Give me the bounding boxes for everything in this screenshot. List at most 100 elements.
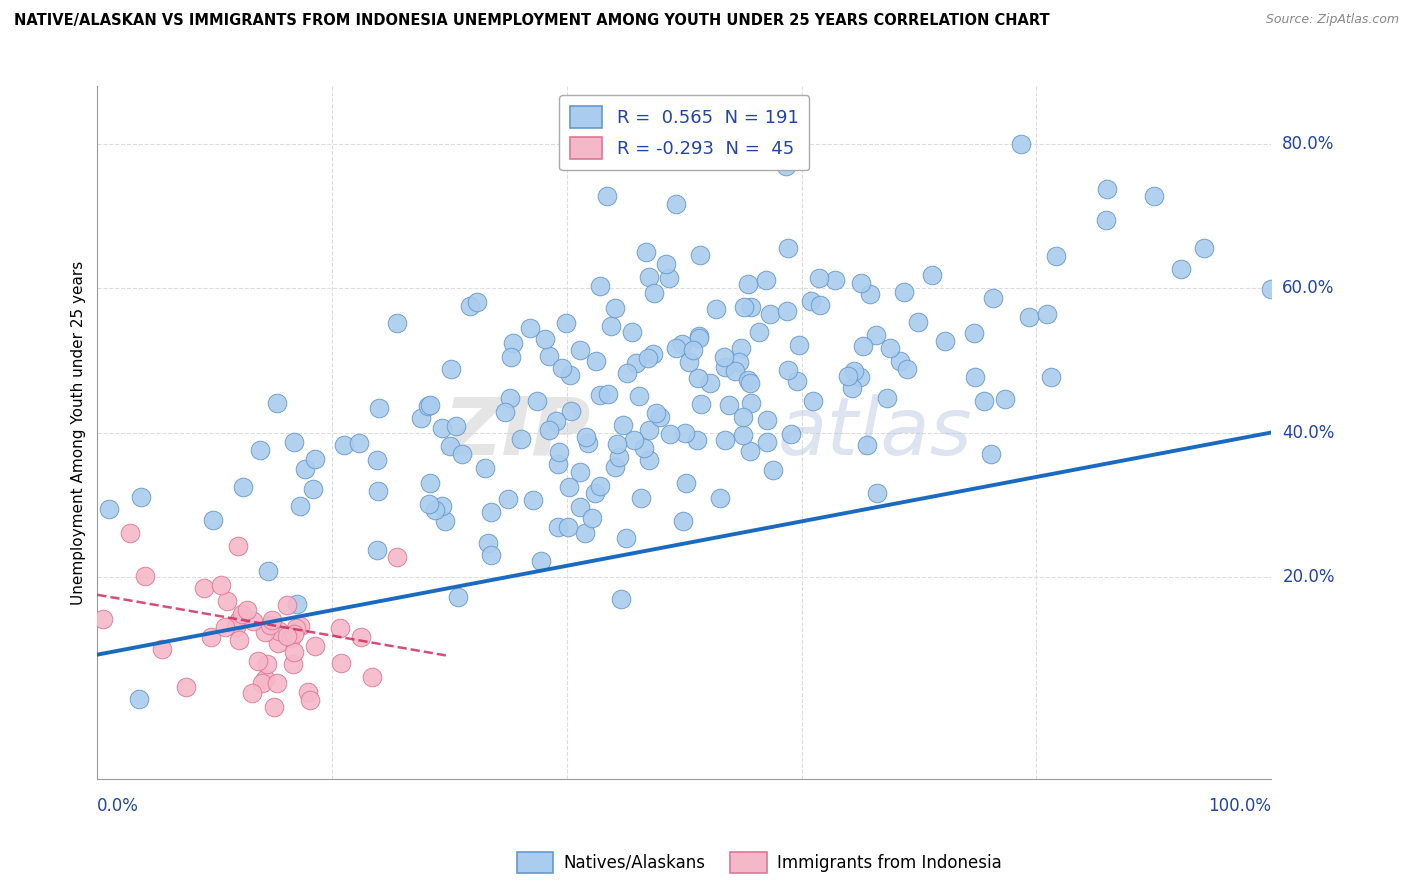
- Point: [134, 569, 156, 583]
- Point: [612, 417, 634, 432]
- Point: [430, 499, 453, 513]
- Point: [276, 629, 298, 643]
- Text: 0.0%: 0.0%: [97, 797, 139, 814]
- Point: [865, 486, 887, 500]
- Point: [748, 325, 770, 339]
- Text: ZIP: ZIP: [443, 393, 591, 472]
- Point: [267, 624, 290, 639]
- Point: [776, 362, 799, 376]
- Point: [852, 339, 875, 353]
- Point: [477, 535, 499, 549]
- Point: [479, 505, 502, 519]
- Legend: R =  0.565  N = 191, R = -0.293  N =  45: R = 0.565 N = 191, R = -0.293 N = 45: [560, 95, 810, 170]
- Point: [560, 404, 582, 418]
- Point: [981, 291, 1004, 305]
- Point: [232, 480, 254, 494]
- Point: [688, 329, 710, 343]
- Point: [589, 279, 612, 293]
- Point: [215, 593, 238, 607]
- Point: [249, 442, 271, 457]
- Point: [723, 364, 745, 378]
- Point: [297, 685, 319, 699]
- Point: [98, 501, 121, 516]
- Point: [1170, 262, 1192, 277]
- Point: [688, 331, 710, 345]
- Point: [174, 680, 197, 694]
- Point: [231, 607, 253, 621]
- Point: [256, 657, 278, 672]
- Point: [263, 699, 285, 714]
- Point: [824, 272, 846, 286]
- Point: [616, 366, 638, 380]
- Point: [349, 630, 371, 644]
- Point: [260, 613, 283, 627]
- Point: [494, 405, 516, 419]
- Point: [283, 645, 305, 659]
- Point: [876, 391, 898, 405]
- Point: [756, 413, 779, 427]
- Point: [285, 597, 308, 611]
- Point: [496, 492, 519, 507]
- Point: [709, 491, 731, 506]
- Point: [1095, 182, 1118, 196]
- Point: [451, 447, 474, 461]
- Point: [440, 361, 463, 376]
- Point: [225, 620, 247, 634]
- Point: [416, 399, 439, 413]
- Point: [776, 304, 799, 318]
- Point: [254, 625, 277, 640]
- Point: [659, 426, 682, 441]
- Point: [787, 338, 810, 352]
- Point: [896, 362, 918, 376]
- Point: [569, 343, 592, 358]
- Point: [288, 619, 311, 633]
- Point: [283, 434, 305, 449]
- Legend: Natives/Alaskans, Immigrants from Indonesia: Natives/Alaskans, Immigrants from Indone…: [510, 846, 1008, 880]
- Point: [807, 270, 830, 285]
- Point: [252, 676, 274, 690]
- Point: [689, 248, 711, 262]
- Point: [547, 520, 569, 534]
- Point: [993, 392, 1015, 406]
- Point: [266, 675, 288, 690]
- Point: [578, 436, 600, 450]
- Point: [537, 424, 560, 438]
- Point: [645, 406, 668, 420]
- Point: [673, 425, 696, 440]
- Point: [675, 475, 697, 490]
- Point: [973, 393, 995, 408]
- Point: [519, 321, 541, 335]
- Point: [259, 617, 281, 632]
- Point: [202, 513, 225, 527]
- Point: [606, 436, 628, 450]
- Point: [128, 692, 150, 706]
- Point: [302, 482, 325, 496]
- Point: [600, 319, 623, 334]
- Point: [283, 627, 305, 641]
- Point: [366, 453, 388, 467]
- Point: [1045, 249, 1067, 263]
- Point: [1260, 282, 1282, 296]
- Point: [730, 341, 752, 355]
- Point: [849, 370, 872, 384]
- Point: [439, 439, 461, 453]
- Point: [1018, 310, 1040, 325]
- Point: [236, 603, 259, 617]
- Point: [641, 347, 664, 361]
- Point: [129, 490, 152, 504]
- Point: [686, 371, 709, 385]
- Point: [596, 387, 619, 401]
- Point: [585, 354, 607, 368]
- Text: atlas: atlas: [778, 393, 973, 472]
- Point: [214, 620, 236, 634]
- Point: [267, 636, 290, 650]
- Point: [893, 285, 915, 299]
- Point: [385, 549, 408, 564]
- Point: [458, 299, 481, 313]
- Point: [209, 578, 232, 592]
- Point: [432, 420, 454, 434]
- Point: [242, 615, 264, 629]
- Point: [614, 532, 637, 546]
- Point: [682, 343, 704, 357]
- Point: [762, 463, 785, 477]
